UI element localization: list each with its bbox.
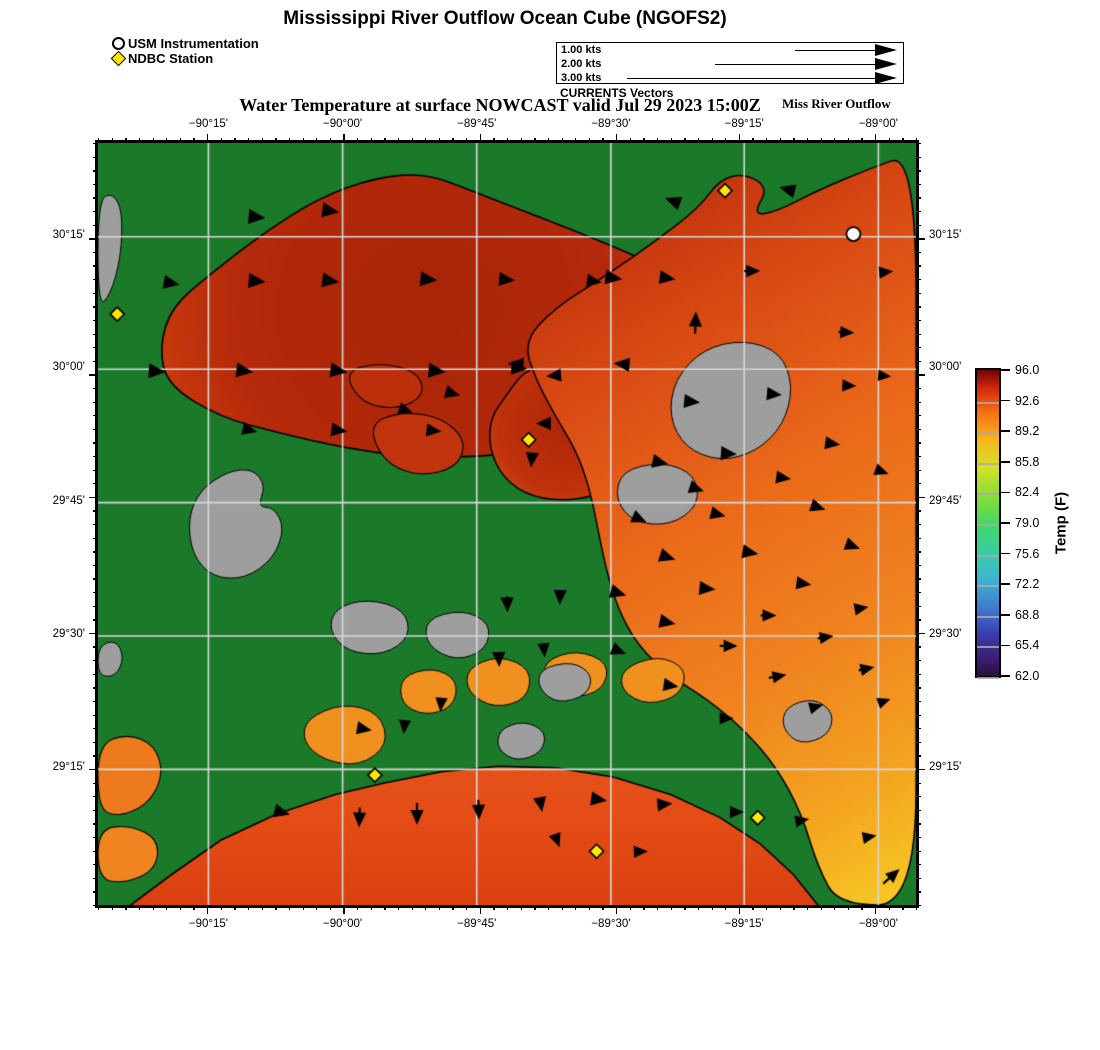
colorbar-separator [977,524,999,526]
vector-scale-row: 1.00 kts [557,43,903,57]
legend-item-ndbc: NDBC Station [110,50,259,67]
vector-scale-row: 3.00 kts [557,71,903,85]
vector-scale-line [715,64,875,66]
colorbar-separator [977,585,999,588]
legend-label-ndbc: NDBC Station [128,51,214,66]
lon-label-bottom: −89°30' [591,918,631,930]
colorbar-separator [977,462,999,465]
lat-label-right: 30°15' [929,228,962,241]
lat-label-left: 29°45' [52,494,85,507]
colorbar-tick [1001,583,1010,585]
marker-legend: USM Instrumentation NDBC Station [110,36,259,67]
lon-label-top: −89°15' [724,118,764,130]
colorbar-separator [977,554,999,557]
diamond-marker-icon [110,50,127,67]
legend-label-usm: USM Instrumentation [128,36,259,51]
vector-scale-row: 2.00 kts [557,57,903,71]
colorbar-tick-label: 89.2 [1015,424,1040,439]
colorbar-separator [977,677,999,679]
lat-label-right: 29°15' [929,761,962,774]
colorbar-gradient [977,370,999,676]
map-panel[interactable] [95,140,919,908]
colorbar-tick [1001,522,1010,524]
vector-scale-line [627,78,875,80]
colorbar-tick [1001,644,1010,647]
lon-label-bottom: −90°00' [323,918,363,930]
colorbar-tick [1001,675,1010,677]
arrowhead-icon [875,72,897,84]
colorbar-tick-label: 82.4 [1015,485,1040,500]
lon-label-top: −90°00' [323,118,363,130]
lon-label-top: −90°15' [188,118,228,130]
vector-scale-label: 1.00 kts [561,44,602,56]
colorbar-tick-label: 68.8 [1015,607,1040,622]
page-title: Mississippi River Outflow Ocean Cube (NG… [283,8,727,29]
currents-vector-scale: 1.00 kts 2.00 kts 3.00 kts [556,42,904,84]
vector-scale-label: 2.00 kts [561,58,602,70]
lat-label-left: 30°15' [52,228,85,241]
lat-label-left: 29°15' [52,761,85,774]
colorbar-tick [1001,552,1010,555]
outflow-annotation: Miss River Outflow [782,96,891,111]
lon-label-bottom: −90°15' [188,918,228,930]
currents-vectors-caption: CURRENTS Vectors [560,86,674,100]
lat-label-left: 30°00' [52,361,85,374]
lon-label-bottom: −89°45' [457,918,497,930]
lon-label-top: −89°30' [591,118,631,130]
lon-label-bottom: −89°00' [858,918,898,930]
colorbar-scale [975,368,1001,679]
legend-item-usm: USM Instrumentation [112,36,259,51]
arrowhead-icon [875,44,897,56]
colorbar-tick-label: 75.6 [1015,546,1040,561]
colorbar-separator [977,615,999,618]
colorbar-separator [977,401,999,404]
colorbar-tick-label: 96.0 [1015,363,1040,377]
colorbar-tick-label: 92.6 [1015,393,1040,408]
map-raster[interactable] [98,143,916,905]
colorbar-tick-label: 72.2 [1015,577,1040,592]
colorbar-separator [977,493,999,496]
colorbar-tick [1001,614,1010,616]
colorbar-tick-label: 79.0 [1015,516,1040,530]
colorbar-tick-label: 85.8 [1015,454,1040,469]
colorbar-separator [977,432,999,435]
colorbar-separator [977,646,999,649]
colorbar-tick [1001,430,1010,432]
vector-scale-label: 3.00 kts [561,72,602,84]
colorbar-tick [1001,369,1010,371]
circle-marker-icon [112,37,125,50]
colorbar-tick-label: 62.0 [1015,669,1040,683]
lon-label-top: −89°45' [457,118,497,130]
arrowhead-icon [875,58,897,70]
lon-label-top: −89°00' [858,118,898,130]
map-subtitle: Water Temperature at surface NOWCAST val… [239,95,761,115]
colorbar-tick [1001,399,1010,402]
lon-label-bottom: −89°15' [724,918,764,930]
colorbar-tick [1001,461,1010,463]
lat-label-left: 29°30' [52,628,85,640]
vector-scale-line [795,50,875,52]
colorbar-tick-label: 65.4 [1015,638,1040,653]
colorbar-title: Temp (F) [1052,491,1070,555]
colorbar-tick [1001,491,1010,494]
